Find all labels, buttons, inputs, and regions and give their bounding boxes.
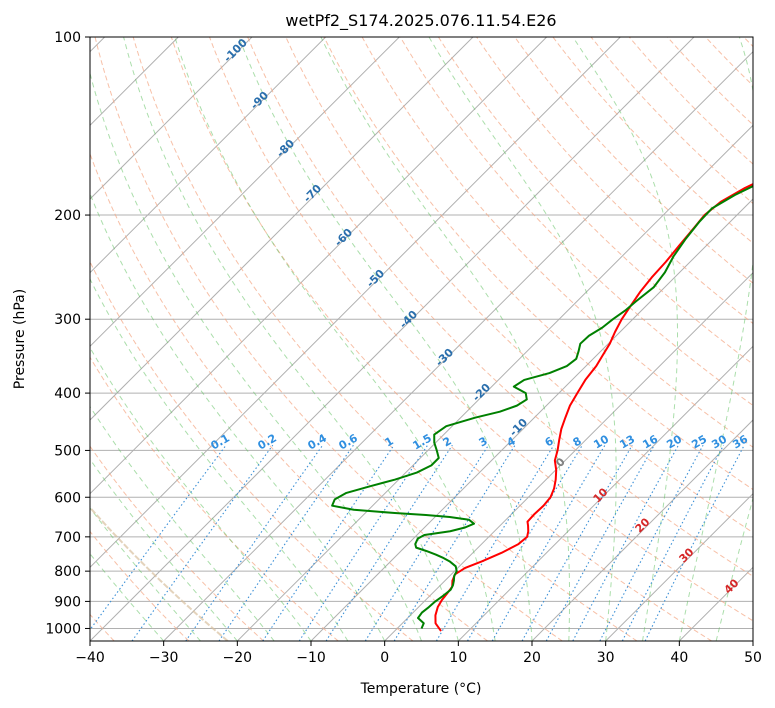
isotherm-line — [457, 345, 753, 641]
y-axis-label: Pressure (hPa) — [12, 289, 28, 389]
isotherm-gridlines — [90, 37, 753, 641]
mixing-ratio-line — [644, 444, 745, 641]
isotherm-line — [90, 37, 253, 200]
y-tick-label: 300 — [54, 312, 81, 328]
mixing-ratio-line — [521, 444, 633, 641]
moist-adiabat-line — [90, 346, 312, 641]
dry-adiabat-line — [90, 260, 414, 641]
x-axis-label: Temperature (°C) — [360, 681, 482, 697]
temperature-line — [434, 183, 753, 632]
isotherm-line — [236, 124, 753, 641]
dry-adiabat-line — [90, 530, 190, 641]
moist-adiabat-line — [90, 458, 238, 641]
dry-adiabat-line — [132, 37, 638, 641]
isotherm-line — [90, 37, 548, 495]
y-tick-label: 700 — [54, 530, 81, 546]
x-tick-label: −40 — [75, 650, 105, 666]
dry-adiabat-line — [90, 356, 339, 641]
moist-adiabat-line — [90, 71, 422, 641]
dry-adiabat-line — [90, 445, 264, 641]
isotherm-line — [90, 37, 474, 421]
mixing-ratio-line — [185, 444, 324, 641]
mixing-ratio-line — [298, 444, 429, 641]
y-tick-label: 800 — [54, 564, 81, 580]
mixing-ratio-line — [364, 444, 489, 641]
moist-adiabat-line — [90, 277, 349, 641]
moist-adiabat-line — [90, 507, 201, 641]
dry-adiabat-line — [247, 37, 753, 577]
x-tick-label: −30 — [149, 650, 179, 666]
sounding-series — [331, 183, 753, 632]
dry-adiabat-line — [209, 37, 753, 622]
moist-adiabat-line — [90, 552, 165, 641]
moist-adiabat-line — [238, 37, 533, 641]
x-tick-label: 50 — [744, 650, 762, 666]
isotherm-line — [531, 419, 753, 641]
mixing-ratio-line — [621, 444, 725, 641]
isotherm-line — [90, 37, 621, 569]
x-tick-label: 40 — [670, 650, 688, 666]
dry-adiabat-line — [170, 37, 712, 641]
y-tick-label: 400 — [54, 386, 81, 402]
y-tick-label: 1000 — [45, 621, 81, 637]
moist-adiabat-line — [428, 37, 617, 641]
y-tick-label: 500 — [54, 443, 81, 459]
chart-title: wetPf2_S174.2025.076.11.54.E26 — [285, 11, 556, 31]
x-tick-label: 30 — [597, 650, 615, 666]
dry-adiabat-line — [399, 37, 753, 407]
dry-adiabat-line — [323, 37, 753, 491]
y-tick-label: 900 — [54, 594, 81, 610]
isotherm-line — [163, 50, 753, 641]
y-axis-ticks: 100 200 300 400 500 600 700 800 900 1000 — [45, 30, 90, 637]
isotherm-line — [90, 37, 400, 348]
isotherm-line — [384, 271, 753, 641]
x-tick-label: −20 — [223, 650, 253, 666]
dry-adiabat-line — [514, 37, 753, 284]
moist-adiabat-line — [90, 192, 386, 641]
isotherm-line — [605, 492, 753, 641]
x-tick-label: −10 — [296, 650, 326, 666]
isotherm-line — [90, 37, 327, 274]
dry-adiabat-line — [94, 37, 563, 641]
plot-frame — [89, 36, 754, 642]
dewpoint-line — [331, 184, 753, 629]
dry-adiabats — [90, 37, 753, 641]
moist-adiabat-line — [174, 37, 496, 641]
moist-adiabat-line — [572, 37, 679, 641]
x-axis-ticks: −40 −30 −20 −10 0 10 20 30 40 50 — [75, 641, 762, 666]
mixing-ratio-line — [393, 444, 516, 641]
y-tick-label: 200 — [54, 208, 81, 224]
moist-adiabat-line — [320, 37, 571, 641]
mixing-ratio-line — [545, 444, 655, 641]
moist-adiabats — [90, 37, 753, 641]
mixing-ratio-line — [325, 444, 453, 641]
y-tick-label: 100 — [54, 30, 81, 46]
moist-adiabat-line — [90, 405, 275, 641]
x-tick-label: 20 — [523, 650, 541, 666]
dry-adiabat-line — [90, 152, 488, 641]
mixing-ratio-line — [262, 444, 395, 641]
mixing-ratio-line — [131, 444, 274, 641]
y-tick-label: 600 — [54, 490, 81, 506]
mixing-ratio-line — [218, 444, 354, 641]
moist-adiabat-line — [123, 37, 459, 641]
x-tick-label: 10 — [449, 650, 467, 666]
x-tick-label: 0 — [380, 650, 389, 666]
